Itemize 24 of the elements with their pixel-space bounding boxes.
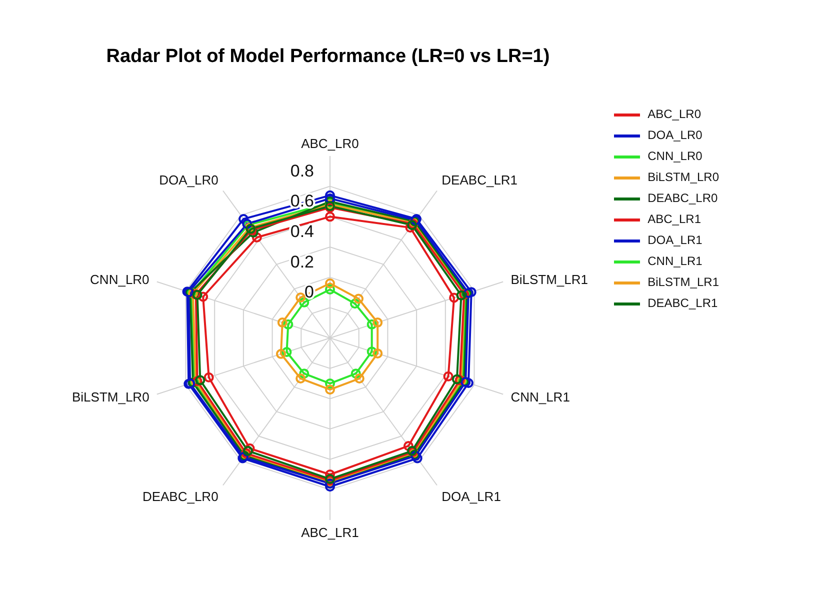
legend-label: BiLSTM_LR1 (648, 275, 719, 289)
legend-label: CNN_LR0 (648, 149, 702, 163)
spoke-label: BiLSTM_LR1 (510, 272, 588, 287)
legend-label: DOA_LR1 (648, 233, 702, 247)
legend-label: DEABC_LR1 (648, 296, 718, 310)
y-tick-label: 0.8 (290, 161, 314, 180)
legend-label: DEABC_LR0 (648, 191, 718, 205)
chart-title: Radar Plot of Model Performance (LR=0 vs LR=1) (105, 46, 551, 68)
legend-label: ABC_LR0 (648, 107, 701, 121)
spoke-label: BiLSTM_LR0 (72, 389, 150, 404)
spoke-label: CNN_LR0 (90, 272, 150, 287)
spoke-label: ABC_LR1 (301, 525, 359, 540)
legend-label: ABC_LR1 (648, 212, 701, 226)
legend-label: BiLSTM_LR0 (648, 170, 719, 184)
spoke-label: DEABC_LR0 (142, 488, 218, 504)
spoke-label: CNN_LR1 (510, 389, 570, 404)
spoke-label: DOA_LR0 (159, 172, 218, 188)
y-tick-label: 0.4 (290, 222, 314, 241)
spoke-label: DOA_LR1 (442, 488, 501, 504)
legend-label: CNN_LR1 (648, 254, 702, 268)
spoke-label: ABC_LR0 (301, 136, 359, 151)
legend-label: DOA_LR0 (648, 128, 702, 142)
y-tick-label: 0.2 (290, 252, 314, 272)
spoke-label: DEABC_LR1 (442, 172, 518, 188)
